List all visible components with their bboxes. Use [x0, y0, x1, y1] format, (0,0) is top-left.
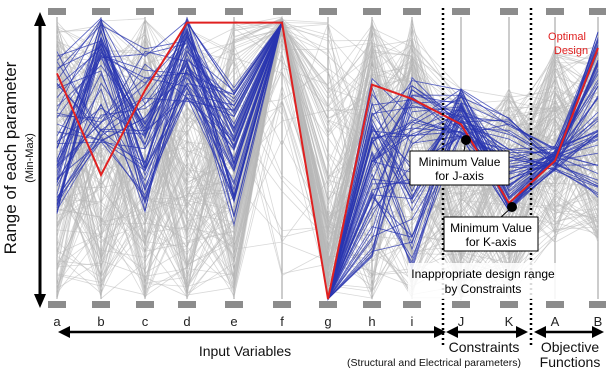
axis-e-min-cap: [225, 301, 243, 308]
axis-b-min-cap: [92, 301, 110, 308]
axis-K-min-cap: [500, 301, 518, 308]
axis-i-max-cap: [403, 8, 421, 15]
min-j-text-2: for J-axis: [435, 169, 484, 183]
constraints-sublabel: (Structural and Electrical parameters): [347, 357, 521, 369]
axis-letter-B: B: [594, 314, 603, 329]
y-axis-sublabel: (Min-Max): [24, 133, 36, 183]
axis-letter-J: J: [458, 314, 465, 329]
y-axis-label: Range of each parameter: [1, 61, 20, 254]
infeasible-design-line: [56, 20, 599, 276]
axis-c-max-cap: [136, 8, 154, 15]
axis-K-max-cap: [500, 8, 518, 15]
infeasible-design-line: [56, 27, 599, 200]
axis-d-max-cap: [178, 8, 196, 15]
axis-a-min-cap: [48, 301, 66, 308]
objective-bracket: Objective Functions: [534, 326, 604, 370]
axis-letter-h: h: [368, 314, 375, 329]
axis-g-max-cap: [319, 8, 337, 15]
input-variables-label: Input Variables: [199, 343, 291, 359]
constraints-label: Constraints: [449, 339, 520, 355]
range-arrow: [34, 12, 46, 308]
objective-label-2: Functions: [540, 354, 601, 370]
min-k-text-2: for K-axis: [466, 235, 517, 249]
axis-f-max-cap: [273, 8, 291, 15]
infeasible-design-line: [56, 17, 599, 284]
infeasible-design-line: [56, 18, 599, 284]
axis-letter-e: e: [230, 314, 237, 329]
axis-letter-K: K: [505, 314, 514, 329]
infeasible-design-line: [56, 23, 599, 249]
annotation-min-j: Minimum Value for J-axis: [409, 135, 510, 186]
axis-letter-d: d: [183, 314, 190, 329]
infeasible-design-line: [56, 19, 599, 290]
infeasible-design-line: [56, 27, 599, 283]
inappropriate-text-2: by Constraints: [445, 282, 522, 296]
axis-letter-g: g: [324, 314, 331, 329]
annotation-min-k: Minimum Value for K-axis: [443, 202, 539, 252]
infeasible-design-line: [56, 21, 599, 297]
axis-h-min-cap: [363, 301, 381, 308]
axis-J-min-cap: [452, 301, 470, 308]
input-variables-bracket: Input Variables: [58, 326, 446, 359]
annotation-inappropriate: Inappropriate design range by Constraint…: [408, 263, 558, 299]
axis-B-max-cap: [589, 8, 606, 15]
inappropriate-text-1: Inappropriate design range: [411, 267, 555, 281]
min-k-text-1: Minimum Value: [450, 221, 532, 235]
axis-b-max-cap: [92, 8, 110, 15]
axis-c-min-cap: [136, 301, 154, 308]
axis-B-min-cap: [589, 301, 606, 308]
optimal-design-label: Optimal: [548, 31, 586, 43]
min-j-text-1: Minimum Value: [419, 155, 501, 169]
axis-A-max-cap: [546, 8, 564, 15]
infeasible-design-line: [56, 17, 599, 239]
optimal-design-label-2: Design: [554, 45, 588, 57]
axis-letter-a: a: [53, 314, 61, 329]
axis-J-max-cap: [452, 8, 470, 15]
axis-i-min-cap: [403, 301, 421, 308]
infeasible-design-line: [56, 26, 599, 291]
axis-h-max-cap: [363, 8, 381, 15]
constraints-bracket: Constraints (Structural and Electrical p…: [347, 326, 528, 369]
axis-letter-c: c: [142, 314, 149, 329]
axis-e-max-cap: [225, 8, 243, 15]
axis-g-min-cap: [319, 301, 337, 308]
objective-label-1: Objective: [541, 339, 600, 355]
axis-letter-f: f: [280, 314, 284, 329]
axis-a-max-cap: [48, 8, 66, 15]
axis-letter-b: b: [97, 314, 104, 329]
axis-A-min-cap: [546, 301, 564, 308]
axis-f-min-cap: [273, 301, 291, 308]
infeasible-design-line: [56, 21, 599, 285]
infeasible-design-line: [56, 28, 599, 271]
axis-letter-A: A: [551, 314, 560, 329]
axis-letter-i: i: [411, 314, 414, 329]
axis-d-min-cap: [178, 301, 196, 308]
y-axis-title: Range of each parameter (Min-Max): [1, 61, 36, 254]
